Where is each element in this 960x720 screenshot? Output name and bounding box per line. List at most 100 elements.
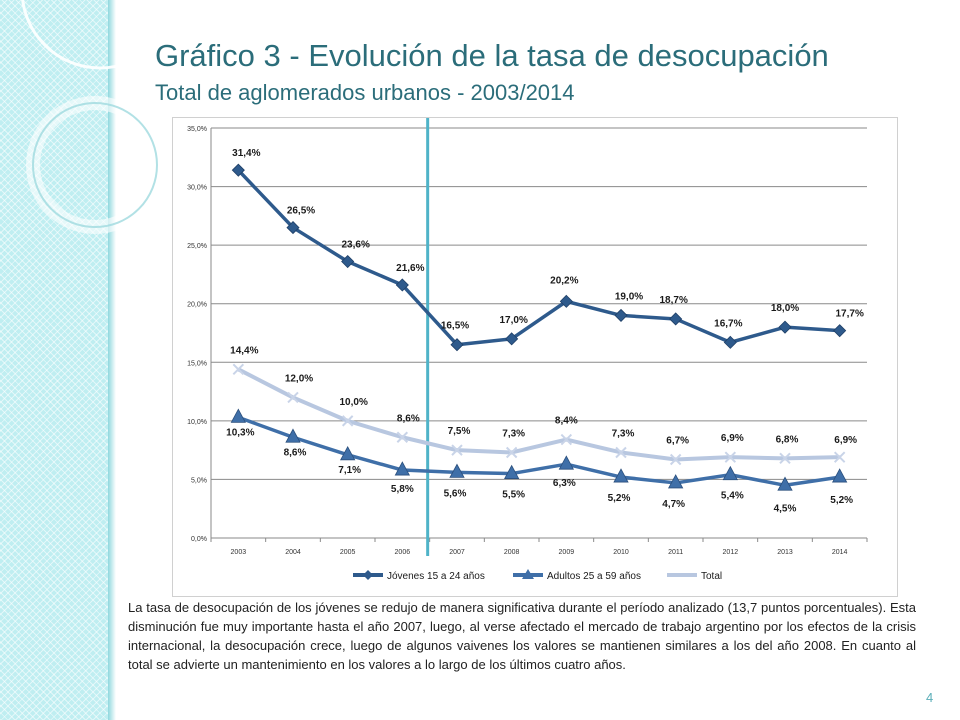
data-label: 5,4%	[721, 491, 744, 502]
data-label: 5,2%	[830, 495, 853, 506]
data-point	[232, 363, 245, 376]
data-point	[449, 463, 465, 478]
data-point	[396, 431, 409, 443]
x-tick-label: 2010	[613, 549, 629, 556]
data-label: 6,7%	[666, 436, 689, 447]
series-line	[237, 415, 840, 488]
y-tick-label: 20,0%	[187, 302, 207, 309]
data-label: 18,0%	[771, 303, 799, 314]
data-label: 17,0%	[499, 315, 527, 326]
x-tick-label: 2013	[777, 549, 793, 556]
data-label: 10,0%	[339, 397, 367, 408]
y-tick-label: 5,0%	[191, 477, 207, 484]
data-label: 18,7%	[659, 295, 687, 306]
data-point	[724, 451, 737, 463]
data-point	[669, 453, 682, 466]
data-label: 5,8%	[391, 484, 414, 495]
data-point	[341, 254, 355, 269]
y-tick-label: 25,0%	[187, 243, 207, 250]
data-point	[341, 415, 354, 427]
description-paragraph: La tasa de desocupación de los jóvenes s…	[128, 600, 916, 672]
data-point	[286, 221, 300, 235]
data-label: 8,6%	[284, 447, 307, 458]
y-tick-label: 35,0%	[187, 126, 207, 133]
page-number: 4	[926, 690, 934, 705]
data-label: 16,7%	[714, 318, 742, 329]
data-point	[667, 474, 684, 489]
legend-marker	[363, 570, 373, 580]
data-point	[723, 335, 737, 349]
data-label: 8,4%	[555, 416, 578, 427]
decorative-side-band	[0, 0, 108, 720]
data-label: 7,5%	[448, 426, 471, 437]
data-label: 7,3%	[612, 428, 635, 439]
decorative-side-edge	[108, 0, 116, 720]
data-label: 4,5%	[774, 503, 797, 514]
data-label: 16,5%	[441, 321, 469, 332]
data-point	[503, 464, 520, 479]
x-tick-label: 2008	[504, 549, 520, 556]
data-point	[778, 320, 792, 334]
x-tick-label: 2005	[340, 549, 356, 556]
data-label: 6,9%	[721, 433, 744, 444]
data-point	[560, 433, 573, 446]
data-label: 20,2%	[550, 275, 578, 286]
data-point	[231, 163, 245, 177]
data-label: 4,7%	[662, 499, 685, 510]
x-tick-label: 2006	[395, 549, 411, 556]
x-tick-label: 2009	[559, 549, 575, 556]
data-point	[339, 445, 356, 461]
y-tick-label: 0,0%	[191, 536, 207, 543]
data-label: 23,6%	[341, 240, 369, 251]
data-label: 14,4%	[230, 345, 258, 356]
data-point	[395, 278, 409, 292]
legend-label: Adultos 25 a 59 años	[547, 571, 641, 582]
slide-subtitle: Total de aglomerados urbanos - 2003/2014	[155, 80, 575, 105]
data-label: 31,4%	[232, 148, 260, 159]
data-label: 7,3%	[502, 428, 525, 439]
data-point	[558, 455, 575, 470]
data-point	[450, 338, 464, 352]
data-label: 19,0%	[615, 291, 643, 302]
legend-label: Jóvenes 15 a 24 años	[387, 571, 485, 582]
x-tick-label: 2003	[231, 549, 247, 556]
series-line	[237, 367, 840, 462]
x-tick-label: 2014	[832, 549, 848, 556]
y-tick-label: 15,0%	[187, 360, 207, 367]
x-tick-label: 2012	[723, 549, 739, 556]
data-point	[779, 452, 791, 465]
data-label: 17,7%	[835, 309, 863, 320]
legend-marker	[522, 569, 534, 579]
data-label: 26,5%	[287, 206, 315, 217]
legend-label: Total	[701, 571, 722, 582]
data-label: 7,1%	[338, 465, 361, 476]
y-tick-label: 30,0%	[187, 185, 207, 192]
data-point	[614, 308, 628, 322]
data-label: 6,9%	[834, 435, 857, 446]
x-tick-label: 2004	[285, 549, 301, 556]
data-label: 5,6%	[444, 488, 467, 499]
data-label: 6,8%	[776, 434, 799, 445]
y-tick-label: 10,0%	[187, 419, 207, 426]
data-label: 5,5%	[502, 490, 525, 501]
data-point	[287, 391, 299, 404]
data-point	[394, 461, 411, 476]
data-point	[230, 408, 247, 423]
data-label: 8,6%	[397, 413, 420, 424]
data-point	[777, 476, 793, 491]
data-point	[669, 312, 683, 326]
data-point	[722, 465, 739, 481]
line-chart: 0,0% 5,0% 10,0% 15,0% 20,0% 25,0% 30,0% 35,0% 20…	[187, 118, 868, 582]
chart-frame: 0,0% 5,0% 10,0% 15,0% 20,0% 25,0% 30,0% 35,0% 20…	[172, 117, 898, 597]
data-point	[831, 468, 848, 483]
data-label: 12,0%	[285, 373, 313, 384]
series-line	[237, 168, 840, 347]
data-point	[833, 324, 847, 338]
data-label: 10,3%	[226, 427, 254, 438]
data-point	[615, 446, 627, 459]
data-point	[451, 444, 463, 456]
slide-title: Gráfico 3 - Evolución de la tasa de deso…	[155, 38, 829, 73]
data-point	[505, 332, 519, 346]
data-label: 6,3%	[553, 478, 576, 489]
x-tick-label: 2007	[449, 549, 465, 556]
